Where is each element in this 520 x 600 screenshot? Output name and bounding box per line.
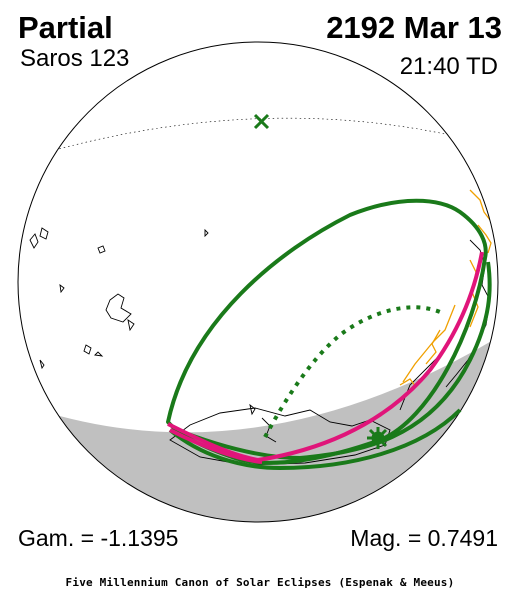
globe-outline	[17, 41, 499, 523]
dotted-parallel	[54, 117, 451, 151]
eclipse-time: 21:40 TD	[399, 53, 498, 80]
eclipse-dotted-track	[263, 305, 441, 438]
eclipse-type-title: Partial	[18, 10, 113, 45]
subsolar-point-marker	[253, 113, 270, 130]
saros-label: Saros 123	[20, 45, 130, 72]
magnitude-value: Mag. = 0.7491	[350, 525, 498, 551]
greatest-eclipse-marker	[367, 427, 389, 449]
eclipse-date: 2192 Mar 13	[326, 10, 502, 45]
max-eclipse-line	[167, 251, 484, 464]
footer-credit: Five Millennium Canon of Solar Eclipses …	[65, 576, 455, 589]
gamma-value: Gam. = -1.1395	[18, 525, 179, 551]
